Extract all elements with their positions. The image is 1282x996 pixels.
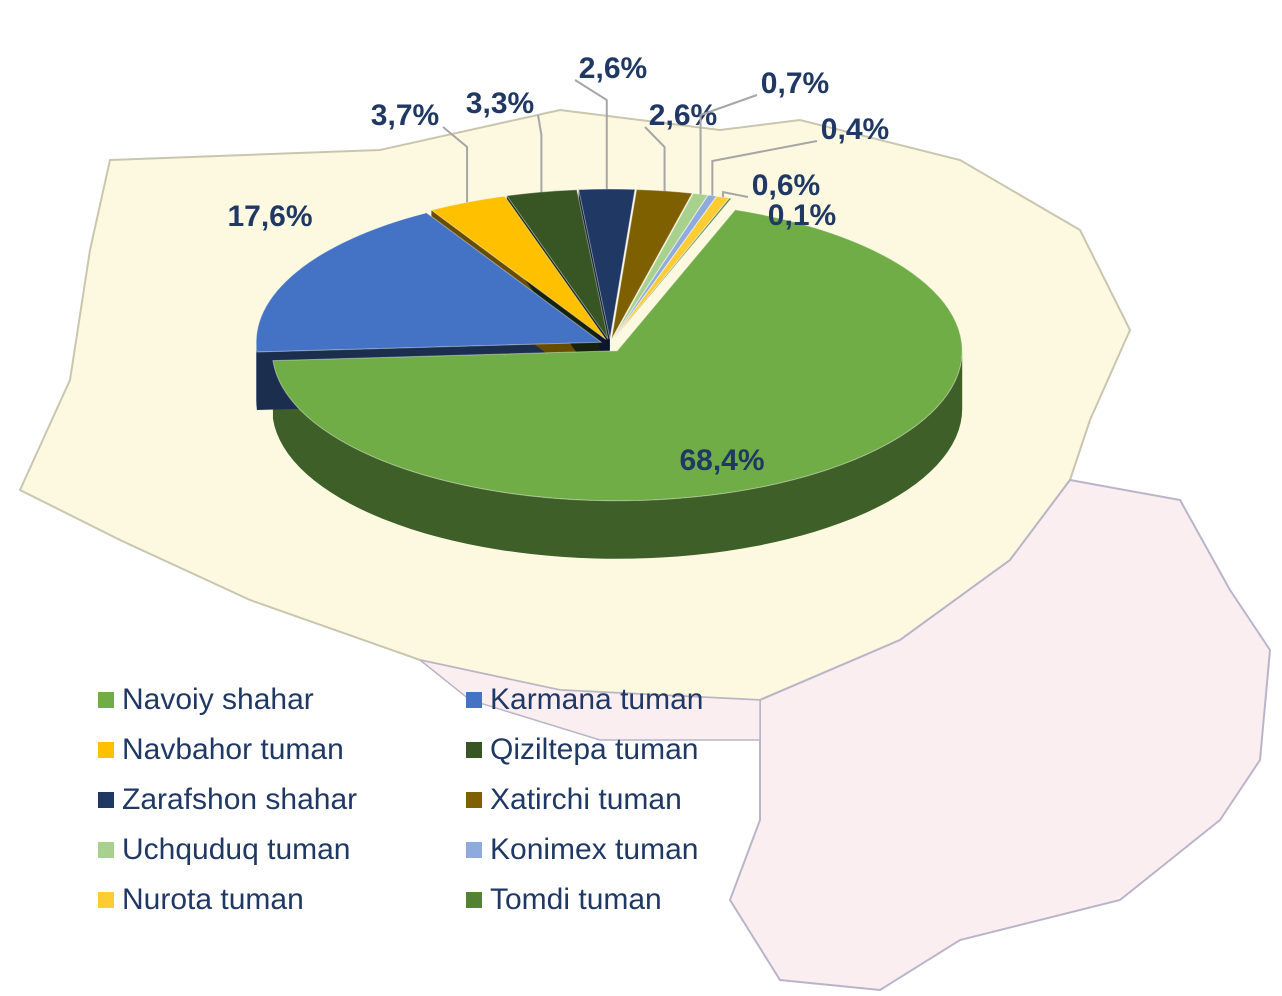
leader-line	[699, 94, 758, 195]
value-label: 0,7%	[761, 67, 829, 100]
legend-swatch	[466, 692, 482, 708]
legend-label: Tomdi tuman	[490, 883, 662, 916]
legend-swatch	[98, 692, 114, 708]
legend-label: Karmana tuman	[490, 683, 703, 716]
legend-label: Qiziltepa tuman	[490, 733, 698, 766]
legend-swatch	[466, 792, 482, 808]
slice	[613, 197, 733, 340]
value-label: 3,7%	[371, 99, 439, 132]
value-label: 0,1%	[768, 199, 836, 232]
slice	[612, 195, 731, 340]
pie	[255, 188, 963, 559]
legend-label: Nurota tuman	[122, 883, 304, 916]
legend-label: Navoiy shahar	[122, 683, 314, 716]
slice	[505, 189, 609, 340]
slice	[272, 209, 963, 502]
value-label: 2,6%	[649, 99, 717, 132]
leader-line	[721, 190, 749, 198]
value-label: 68,4%	[679, 444, 764, 477]
leader-line	[574, 79, 608, 190]
legend-swatch	[466, 742, 482, 758]
leader-line	[442, 126, 469, 203]
legend-swatch	[466, 892, 482, 908]
slice	[255, 212, 603, 353]
legend-swatch	[466, 842, 482, 858]
value-label: 3,3%	[466, 87, 534, 120]
legend-swatch	[98, 892, 114, 908]
leader-line	[711, 140, 818, 196]
leader-line	[537, 114, 543, 192]
legend-swatch	[98, 742, 114, 758]
legend-label: Uchquduq tuman	[122, 833, 351, 866]
slice-side	[256, 342, 257, 411]
value-label: 2,6%	[579, 52, 647, 85]
legend-label: Konimex tuman	[490, 833, 698, 866]
value-labels: 68,4% 17,6% 3,7% 3,3% 2,6%2,6% 0,7% 0,4%0,6%0,…	[227, 52, 889, 477]
leader-line	[644, 126, 666, 191]
value-label: 0,6%	[752, 169, 820, 202]
value-label: 0,4%	[821, 113, 889, 146]
legend-label: Navbahor tuman	[122, 733, 344, 766]
legend: Navoiy shahar Karmana tuman Navbahor tuman…	[98, 683, 703, 916]
value-label: 17,6%	[227, 200, 312, 233]
legend-label: Zarafshon shahar	[122, 783, 357, 816]
slice-side	[272, 350, 963, 559]
legend-swatch	[98, 792, 114, 808]
legend-swatch	[98, 842, 114, 858]
slice	[612, 194, 718, 340]
legend-label: Xatirchi tuman	[490, 783, 682, 816]
